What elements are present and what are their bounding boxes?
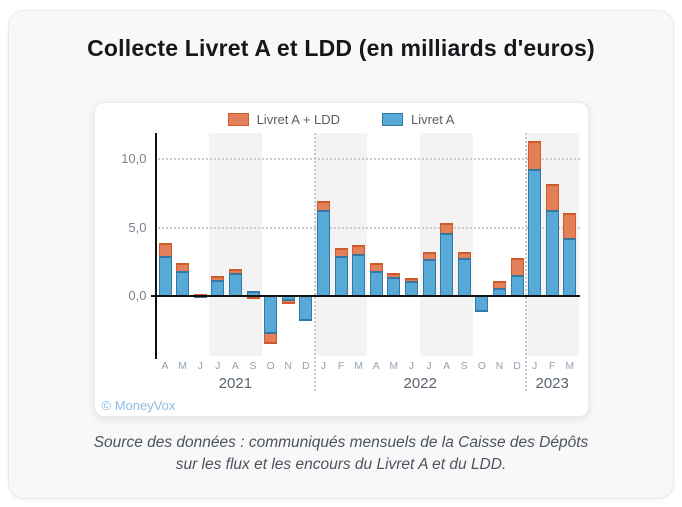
month-label: N xyxy=(284,360,292,372)
watermark-moneyvox: © MoneyVox xyxy=(101,398,176,413)
month-label: A xyxy=(161,360,169,372)
y-tick-label: 5,0 xyxy=(128,219,147,235)
year-separator xyxy=(524,133,527,391)
y-tick-label: 10,0 xyxy=(121,151,147,166)
plot-area: A M J J A S O N D J F M A M J J A S O N D J F M 2021 2022 2023 0,0 5… xyxy=(95,103,588,416)
bar-livret-a[interactable] xyxy=(228,272,242,296)
year-label: 2022 xyxy=(403,375,437,392)
legend-label-livret-a: Livret A xyxy=(411,112,455,127)
legend: Livret A + LDD Livret A xyxy=(95,112,588,127)
bar-livret-a[interactable] xyxy=(475,296,489,312)
month-label: D xyxy=(513,360,521,372)
month-label: S xyxy=(460,360,468,372)
bar-livret-a[interactable] xyxy=(369,270,383,296)
month-label: J xyxy=(426,360,432,372)
page-title: Collecte Livret A et LDD (en milliards d… xyxy=(87,35,595,61)
month-label: D xyxy=(302,360,310,372)
month-label: J xyxy=(408,360,415,372)
legend-item-livret-a[interactable]: Livret A xyxy=(382,112,454,127)
bar-livret-a[interactable] xyxy=(352,253,366,296)
month-label: J xyxy=(531,360,538,372)
bar-livret-a[interactable] xyxy=(404,280,418,296)
bar-livret-a[interactable] xyxy=(545,209,559,296)
year-label: 2023 xyxy=(535,375,569,392)
bar-livret-a[interactable] xyxy=(422,259,436,296)
bar-livret-a[interactable] xyxy=(510,275,524,296)
month-label: F xyxy=(337,360,345,372)
month-label: O xyxy=(477,360,486,372)
month-label: F xyxy=(548,360,556,372)
bar-livret-a[interactable] xyxy=(387,276,401,296)
month-label: J xyxy=(197,360,203,372)
gridline xyxy=(157,226,580,229)
source-note: Source des données : communiqués mensuel… xyxy=(9,432,673,476)
year-label: 2021 xyxy=(218,375,253,392)
y-tick-label: 0,0 xyxy=(128,288,147,303)
month-label: N xyxy=(495,360,504,372)
month-label: O xyxy=(266,360,275,372)
source-line-1: Source des données : communiqués mensuel… xyxy=(93,434,589,451)
bar-livret-a[interactable] xyxy=(334,256,348,296)
bar-livret-a[interactable] xyxy=(158,255,172,296)
bar-livret-a[interactable] xyxy=(440,232,454,296)
zero-line xyxy=(150,295,580,297)
gridline xyxy=(157,158,580,160)
month-label: S xyxy=(249,360,257,372)
month-label: M xyxy=(565,360,575,372)
year-separator xyxy=(313,133,316,391)
infographic-card: Collecte Livret A et LDD (en milliards d… xyxy=(8,10,674,499)
y-axis-line xyxy=(155,133,157,359)
month-label: A xyxy=(443,360,451,372)
month-label: A xyxy=(231,360,239,372)
month-label: J xyxy=(215,360,221,372)
chart-card: A M J J A S O N D J F M A M J J A S O N D J F M 2021 2022 2023 0,0 5… xyxy=(93,102,589,417)
bar-livret-a[interactable] xyxy=(528,168,542,296)
month-label: J xyxy=(320,360,327,372)
bar-livret-a[interactable] xyxy=(299,296,313,321)
bar-livret-a[interactable] xyxy=(316,209,330,296)
month-label: M xyxy=(389,360,399,372)
bar-livret-a[interactable] xyxy=(457,258,471,296)
quarter-band xyxy=(209,133,262,356)
bar-livret-a[interactable] xyxy=(563,238,577,296)
month-label: M xyxy=(354,360,363,372)
month-label: A xyxy=(372,360,380,372)
bar-livret-a[interactable] xyxy=(176,270,190,296)
month-label: M xyxy=(178,360,187,372)
legend-swatch-livret-a-ldd-icon xyxy=(227,113,249,126)
legend-item-livret-a-ldd[interactable]: Livret A + LDD xyxy=(227,112,341,127)
legend-label-livret-a-ldd: Livret A + LDD xyxy=(256,112,341,127)
source-line-2: sur les flux et les encours du Livret A … xyxy=(175,456,507,473)
legend-swatch-livret-a-icon xyxy=(382,113,404,126)
bar-livret-a[interactable] xyxy=(211,280,225,296)
bar-livret-a[interactable] xyxy=(264,296,278,335)
